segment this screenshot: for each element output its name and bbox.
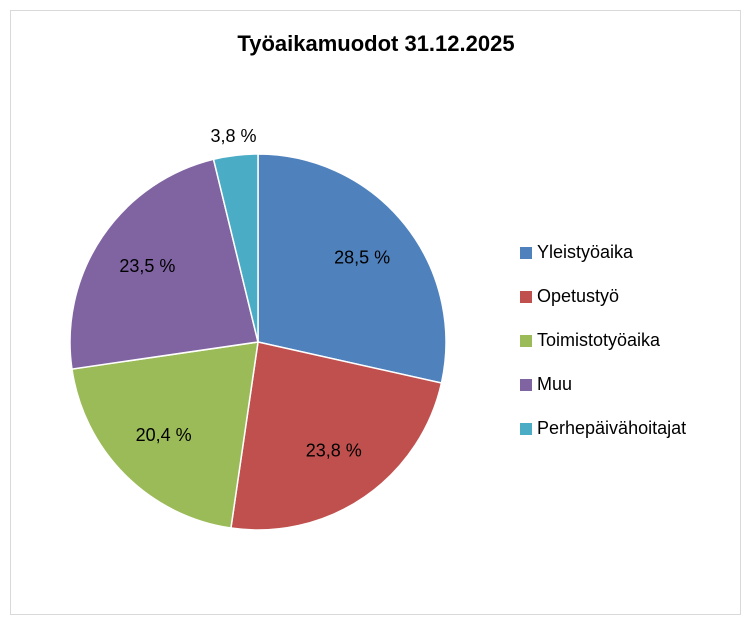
- legend-swatch: [520, 335, 532, 347]
- pie-slice: [71, 341, 259, 529]
- legend-swatch: [520, 291, 532, 303]
- data-label: 23,5 %: [119, 256, 175, 276]
- legend-label: Opetustyö: [537, 286, 619, 306]
- legend-swatch: [520, 423, 532, 435]
- legend-label: Yleistyöaika: [537, 242, 634, 262]
- legend-label: Toimistotyöaika: [537, 330, 661, 350]
- legend-label: Perhepäivähoitajat: [537, 418, 686, 438]
- data-label: 28,5 %: [334, 247, 390, 267]
- data-label: 3,8 %: [210, 126, 256, 146]
- pie-slice: [69, 158, 259, 370]
- chart-title: Työaikamuodot 31.12.2025: [237, 31, 514, 56]
- legend-label: Muu: [537, 374, 572, 394]
- legend-swatch: [520, 379, 532, 391]
- legend-swatch: [520, 247, 532, 259]
- pie-slice: [212, 153, 259, 343]
- data-label: 23,8 %: [306, 441, 362, 461]
- pie-slice: [230, 341, 443, 531]
- data-label: 20,4 %: [136, 425, 192, 445]
- pie-slice: [257, 153, 447, 384]
